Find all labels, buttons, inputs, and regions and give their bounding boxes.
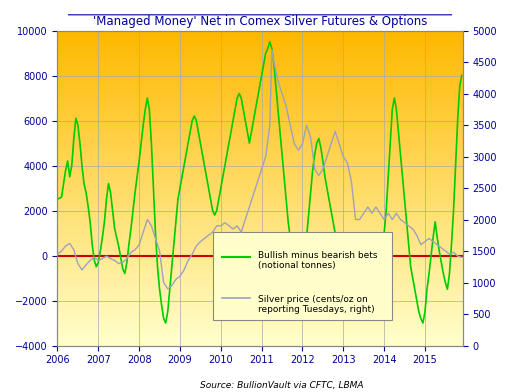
FancyBboxPatch shape <box>214 232 392 320</box>
Text: Bullish minus bearish bets
(notional tonnes): Bullish minus bearish bets (notional ton… <box>258 251 377 270</box>
Text: Silver price (cents/oz on
reporting Tuesdays, right): Silver price (cents/oz on reporting Tues… <box>258 295 375 314</box>
Title: 'Managed Money' Net in Comex Silver Futures & Options: 'Managed Money' Net in Comex Silver Futu… <box>93 15 427 28</box>
Text: Source: BullionVault via CFTC, LBMA: Source: BullionVault via CFTC, LBMA <box>200 381 364 390</box>
